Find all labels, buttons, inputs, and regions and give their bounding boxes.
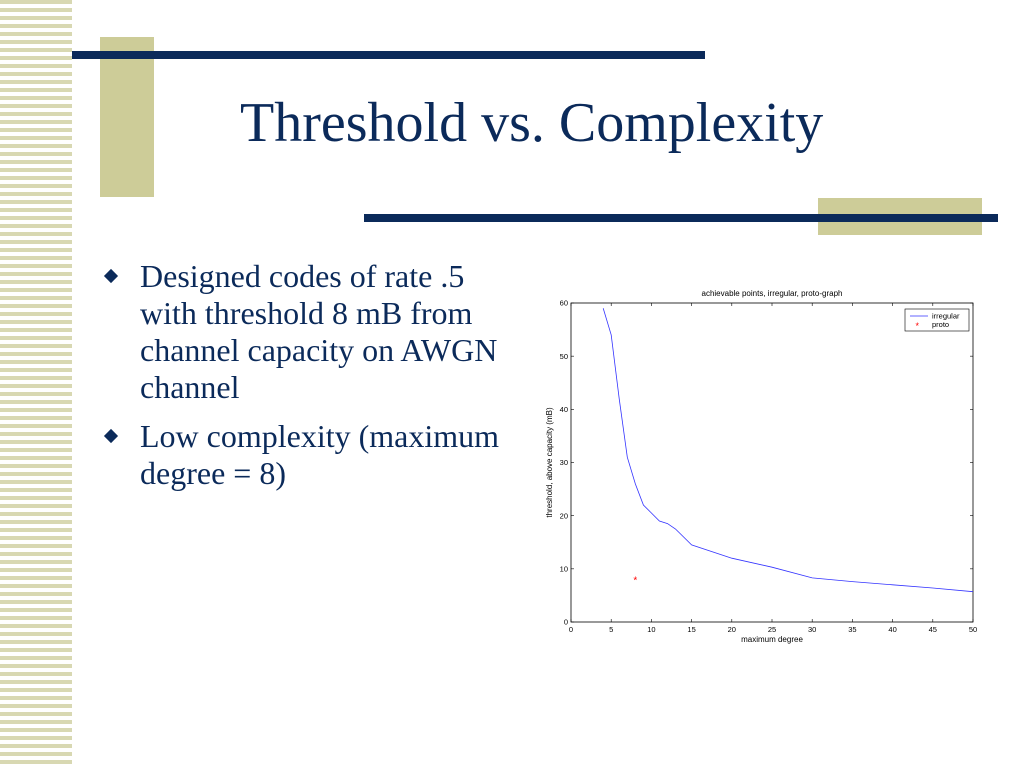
- bullet-list: Designed codes of rate .5 with threshold…: [103, 258, 524, 504]
- series-irregular-line: [602, 308, 974, 593]
- x-tick-label: 30: [808, 625, 816, 634]
- x-tick-label: 35: [848, 625, 856, 634]
- x-tick-label: 5: [609, 625, 613, 634]
- legend-irregular-label: irregular: [932, 312, 960, 321]
- bullet-item: Designed codes of rate .5 with threshold…: [103, 258, 524, 406]
- bullet-text: Designed codes of rate .5 with threshold…: [140, 258, 498, 405]
- x-tick-label: 25: [768, 625, 776, 634]
- decorative-stripes: [0, 0, 72, 768]
- diamond-bullet-icon: [103, 268, 119, 284]
- series-proto-point: *: [633, 575, 637, 586]
- y-tick-label: 60: [560, 299, 568, 308]
- x-tick-label: 15: [687, 625, 695, 634]
- legend-proto-swatch: *: [916, 321, 920, 331]
- x-tick-label: 45: [929, 625, 937, 634]
- chart-title: achievable points, irregular, proto-grap…: [702, 289, 843, 298]
- plot-frame: [570, 302, 974, 623]
- y-tick-label: 50: [560, 352, 568, 361]
- legend-box: [904, 308, 970, 332]
- bullet-text: Low complexity (maximum degree = 8): [140, 418, 500, 491]
- legend: irregular * proto: [904, 308, 970, 332]
- slide-title: Threshold vs. Complexity: [240, 92, 824, 154]
- y-tick-label: 10: [560, 564, 568, 573]
- x-axis: 0 5 10 15 20 25 30 35 40 45 50: [569, 303, 977, 634]
- x-tick-label: 20: [728, 625, 736, 634]
- y-tick-label: 40: [560, 405, 568, 414]
- decorative-rule-top: [72, 51, 705, 59]
- y-tick-label: 30: [560, 458, 568, 467]
- series-layer: *: [602, 308, 974, 593]
- diamond-bullet-icon: [103, 428, 119, 444]
- y-axis-label: threshold, above capacity (mB): [545, 407, 554, 518]
- decorative-rule-bottom: [364, 214, 998, 222]
- y-tick-label: 20: [560, 511, 568, 520]
- x-axis-label: maximum degree: [741, 635, 803, 644]
- bullet-item: Low complexity (maximum degree = 8): [103, 418, 524, 492]
- x-tick-label: 50: [969, 625, 977, 634]
- y-tick-label: 0: [564, 618, 568, 627]
- threshold-chart: achievable points, irregular, proto-grap…: [545, 289, 977, 644]
- x-tick-label: 10: [647, 625, 655, 634]
- legend-proto-label: proto: [932, 320, 949, 329]
- x-tick-label: 40: [888, 625, 896, 634]
- x-tick-label: 0: [569, 625, 573, 634]
- decorative-block-top: [100, 37, 154, 197]
- y-axis: 0 10 20 30 40 50 60: [560, 299, 973, 627]
